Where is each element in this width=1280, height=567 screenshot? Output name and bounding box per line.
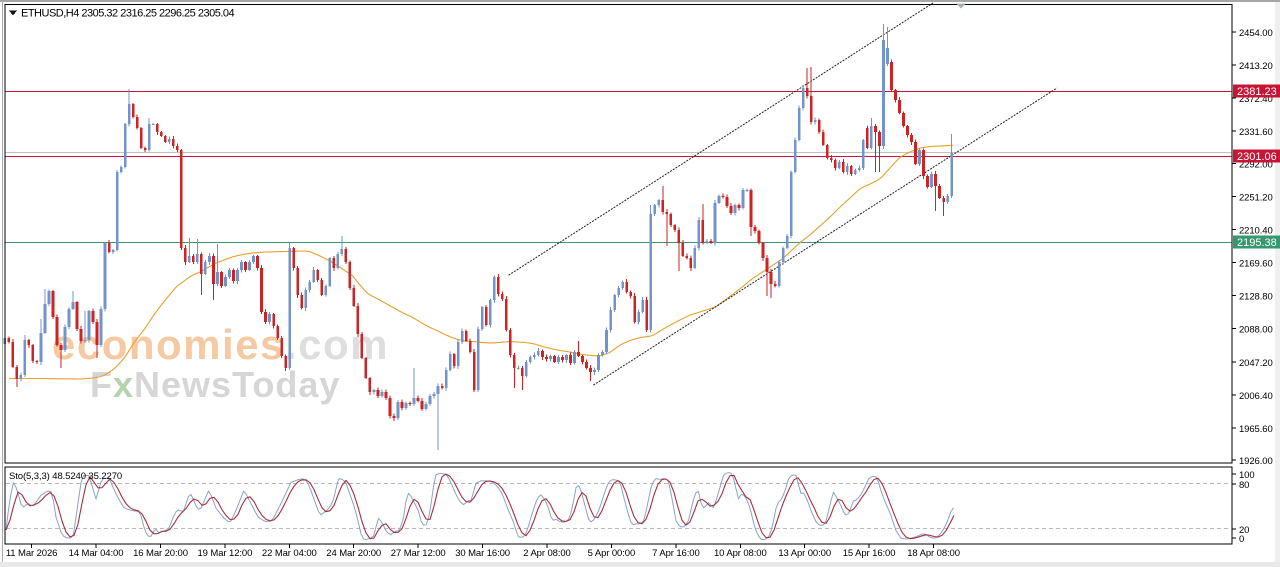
svg-text:14 Mar 04:00: 14 Mar 04:00 [69,548,124,559]
svg-text:2006.40: 2006.40 [1239,391,1273,402]
svg-text:2088.00: 2088.00 [1239,325,1273,336]
svg-text:24 Mar 20:00: 24 Mar 20:00 [326,548,381,559]
svg-text:27 Mar 12:00: 27 Mar 12:00 [391,548,446,559]
svg-text:2195.38: 2195.38 [1237,237,1277,249]
svg-text:1926.00: 1926.00 [1239,456,1273,467]
svg-text:2454.00: 2454.00 [1239,28,1273,39]
svg-text:22 Mar 04:00: 22 Mar 04:00 [262,548,317,559]
svg-text:2331.60: 2331.60 [1239,127,1273,138]
svg-text:0: 0 [1239,534,1244,545]
svg-text:FxNewsToday: FxNewsToday [90,364,340,405]
svg-text:20: 20 [1239,525,1249,536]
svg-text:2210.40: 2210.40 [1239,226,1273,237]
svg-text:11 Mar 2026: 11 Mar 2026 [6,548,58,559]
svg-text:2413.20: 2413.20 [1239,61,1273,72]
svg-text:15 Apr 16:00: 15 Apr 16:00 [843,548,896,559]
svg-text:Sto(5,3,3) 48.5240 35.2270: Sto(5,3,3) 48.5240 35.2270 [9,471,122,482]
svg-text:19 Mar 12:00: 19 Mar 12:00 [198,548,253,559]
svg-text:10 Apr 08:00: 10 Apr 08:00 [714,548,767,559]
svg-text:16 Mar 20:00: 16 Mar 20:00 [133,548,188,559]
svg-text:2292.00: 2292.00 [1239,159,1273,170]
svg-text:2301.06: 2301.06 [1237,151,1277,163]
svg-text:30 Mar 16:00: 30 Mar 16:00 [455,548,510,559]
svg-text:13 Apr 00:00: 13 Apr 00:00 [778,548,831,559]
svg-text:2251.20: 2251.20 [1239,192,1273,203]
svg-text:2128.80: 2128.80 [1239,292,1273,303]
svg-text:100: 100 [1239,470,1255,481]
svg-text:2 Apr 08:00: 2 Apr 08:00 [523,548,571,559]
svg-text:5 Apr 00:00: 5 Apr 00:00 [588,548,636,559]
svg-text:7 Apr 16:00: 7 Apr 16:00 [652,548,700,559]
svg-text:economies.com: economies.com [52,321,389,368]
svg-text:80: 80 [1239,480,1249,491]
svg-text:18 Apr 08:00: 18 Apr 08:00 [907,548,960,559]
svg-text:2381.23: 2381.23 [1237,86,1277,98]
svg-text:2372.40: 2372.40 [1239,94,1273,105]
svg-text:ETHUSD,H4 2305.32 2316.25 229: ETHUSD,H4 2305.32 2316.25 2296.25 2305.0… [21,8,234,20]
svg-text:2047.20: 2047.20 [1239,358,1273,369]
svg-text:2169.60: 2169.60 [1239,259,1273,270]
svg-text:1965.60: 1965.60 [1239,424,1273,435]
